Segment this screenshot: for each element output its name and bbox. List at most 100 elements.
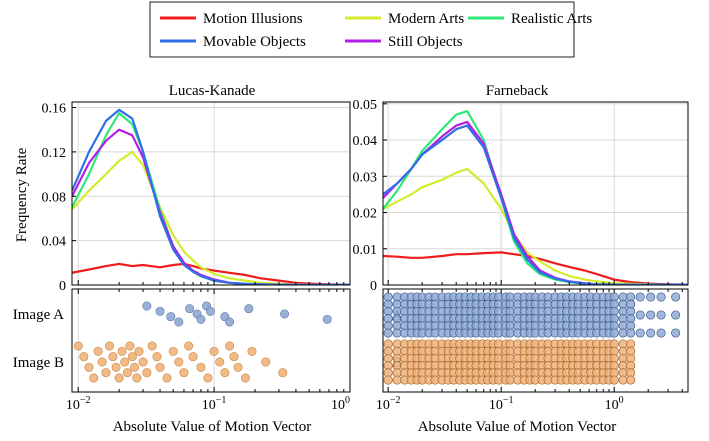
strip-point (656, 328, 666, 338)
strip-point (392, 375, 402, 385)
strip-point (626, 375, 636, 385)
x-tick-label: 100 (331, 395, 350, 413)
strip-point (138, 357, 148, 367)
legend-item: Motion Illusions (160, 11, 303, 27)
y-tick-label: 0 (370, 279, 377, 294)
series-line-still-objects (72, 128, 350, 285)
y-tick-label: 0.03 (353, 170, 378, 185)
strip-point (73, 341, 83, 351)
strip-point (280, 309, 290, 319)
x-tick-label: 10−1 (489, 395, 514, 413)
strip-point (122, 368, 132, 378)
strip-point (205, 306, 215, 316)
strip-point (184, 341, 194, 351)
strip-point (609, 328, 619, 338)
strip-point (142, 301, 152, 311)
strip-point (671, 328, 681, 338)
strip-point (97, 357, 107, 367)
y-tick-label: 0.16 (42, 102, 67, 117)
strip-point (188, 352, 198, 362)
strip-point (646, 310, 656, 320)
strip-point (155, 362, 165, 372)
strip-point (635, 328, 645, 338)
strip-point (220, 368, 230, 378)
strip-point (618, 328, 628, 338)
legend-label: Realistic Arts (511, 11, 592, 27)
strip-point (244, 304, 254, 314)
y-axis-label: Frequency Rate (14, 147, 30, 242)
strip-point (196, 314, 206, 324)
strip-point (168, 346, 178, 356)
lk-x-axis-label: Absolute Value of Motion Vector (113, 419, 312, 435)
legend-label: Motion Illusions (203, 11, 303, 27)
strip-point (215, 357, 225, 367)
strip-point (147, 341, 157, 351)
legend-label: Movable Objects (203, 34, 306, 50)
strip-point (174, 357, 184, 367)
strip-point (174, 317, 184, 327)
strip-point (247, 346, 257, 356)
series-group (383, 110, 688, 285)
strip-point (505, 375, 515, 385)
strip-point (609, 375, 619, 385)
y-tick-label: 0.01 (353, 243, 378, 258)
strip-point (105, 341, 115, 351)
strip-point (127, 352, 137, 362)
strip-point (179, 368, 189, 378)
lk-title: Lucas-Kanade (169, 83, 256, 99)
strip-point (162, 373, 172, 383)
strip-frame (71, 288, 351, 393)
strip-point (101, 368, 111, 378)
series-line-movable-objects (383, 124, 688, 285)
strip-point (646, 292, 656, 302)
strip-point (111, 362, 121, 372)
series-line-movable-objects (72, 108, 350, 285)
strip-point (117, 346, 127, 356)
plot-frame (71, 101, 351, 286)
legend: Motion Illusions Modern Arts Realistic Art… (149, 1, 592, 58)
strip-point (383, 328, 393, 338)
strip-point (132, 373, 142, 383)
y-tick-label: 0.08 (42, 190, 67, 205)
strip-point (196, 362, 206, 372)
y-tick-label: 0.12 (42, 146, 67, 161)
x-tick-label: 10−2 (66, 395, 91, 413)
strip-row-label: Image B (13, 355, 64, 371)
strip-point (130, 362, 140, 372)
series-line-motion-illusions (72, 262, 350, 285)
strip-point (671, 292, 681, 302)
strip-point (635, 292, 645, 302)
legend-item: Still Objects (345, 34, 463, 50)
strip-point (89, 373, 99, 383)
strip-point (166, 312, 176, 322)
strip-point (125, 341, 135, 351)
series-line-realistic-arts (72, 112, 350, 285)
strip-point (322, 314, 332, 324)
legend-item: Modern Arts (345, 11, 464, 27)
x-tick-label: 10−1 (202, 395, 227, 413)
strip-point (225, 341, 235, 351)
x-tick-label: 10−2 (376, 395, 401, 413)
strip-point (229, 352, 239, 362)
strip-point (233, 362, 243, 372)
strip-plot: Image A Image B (13, 301, 332, 383)
y-tick-label: 0.02 (353, 207, 378, 222)
strip-point (225, 317, 235, 327)
y-tick-label: 0.04 (42, 235, 67, 250)
y-tick-label: 0.05 (353, 98, 378, 113)
strip-point (134, 346, 144, 356)
series-line-still-objects (383, 120, 688, 285)
strip-point (626, 328, 636, 338)
farneback-panel: 0 0.01 0.02 0.03 0.04 0.05 10−2 10−1 100 AB (353, 98, 689, 413)
strip-point (392, 328, 402, 338)
legend-frame (149, 1, 575, 58)
strip-point (79, 352, 89, 362)
strip-point (84, 362, 94, 372)
series-group (72, 108, 350, 285)
strip-row-label: Image A (13, 307, 64, 323)
strip-point (120, 357, 130, 367)
strip-point (278, 368, 288, 378)
strip-point (383, 375, 393, 385)
